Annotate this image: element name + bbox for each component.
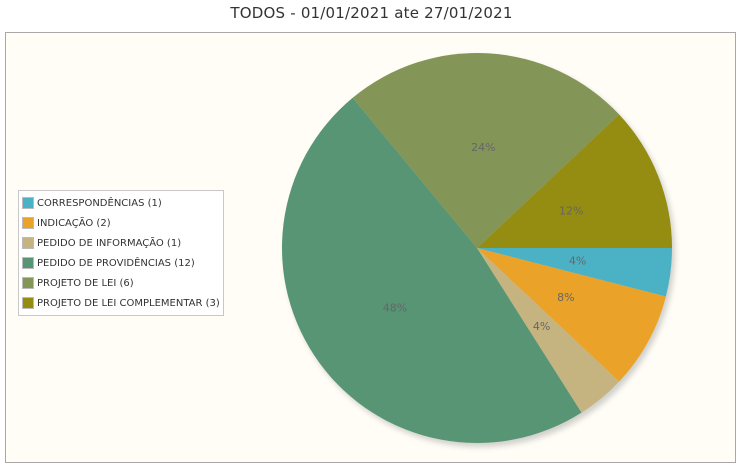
pie-slice[interactable] (477, 114, 672, 249)
pie-slice-label: 48% (383, 302, 407, 315)
pie-slice-label: 4% (569, 255, 586, 268)
legend-label: PROJETO DE LEI COMPLEMENTAR (3) (37, 297, 220, 309)
pie-labels: 4% 8% 4% 48% 24% 12% (383, 141, 587, 333)
legend-swatch (22, 217, 34, 229)
legend-label: PROJETO DE LEI (6) (37, 277, 134, 289)
pie-slice[interactable] (477, 248, 672, 297)
pie-slice-label: 8% (557, 291, 574, 304)
legend-item: PROJETO DE LEI COMPLEMENTAR (3) (21, 293, 220, 313)
legend-item: PEDIDO DE PROVIDÊNCIAS (12) (21, 253, 220, 273)
legend: CORRESPONDÊNCIAS (1) INDICAÇÃO (2) PEDIDO … (18, 190, 224, 316)
chart-title: TODOS - 01/01/2021 ate 27/01/2021 (230, 4, 513, 22)
legend-label: CORRESPONDÊNCIAS (1) (37, 197, 162, 209)
legend-swatch (22, 197, 34, 209)
legend-label: PEDIDO DE INFORMAÇÃO (1) (37, 237, 182, 249)
legend-item: PROJETO DE LEI (6) (21, 273, 220, 293)
pie-slice-label: 24% (471, 141, 495, 154)
legend-swatch (22, 257, 34, 269)
legend-swatch (22, 277, 34, 289)
legend-swatch (22, 297, 34, 309)
pie-slices (281, 53, 672, 444)
legend-item: CORRESPONDÊNCIAS (1) (21, 193, 220, 213)
legend-label: PEDIDO DE PROVIDÊNCIAS (12) (37, 257, 195, 269)
pie-slice[interactable] (477, 248, 666, 382)
pie-slice[interactable] (477, 248, 620, 413)
legend-item: INDICAÇÃO (2) (21, 213, 220, 233)
pie-slice-label: 4% (533, 320, 550, 333)
pie-slice[interactable] (281, 97, 582, 444)
pie-slice[interactable] (352, 53, 620, 248)
legend-swatch (22, 237, 34, 249)
pie-slice-label: 12% (559, 205, 583, 218)
legend-label: INDICAÇÃO (2) (37, 217, 111, 229)
legend-item: PEDIDO DE INFORMAÇÃO (1) (21, 233, 220, 253)
